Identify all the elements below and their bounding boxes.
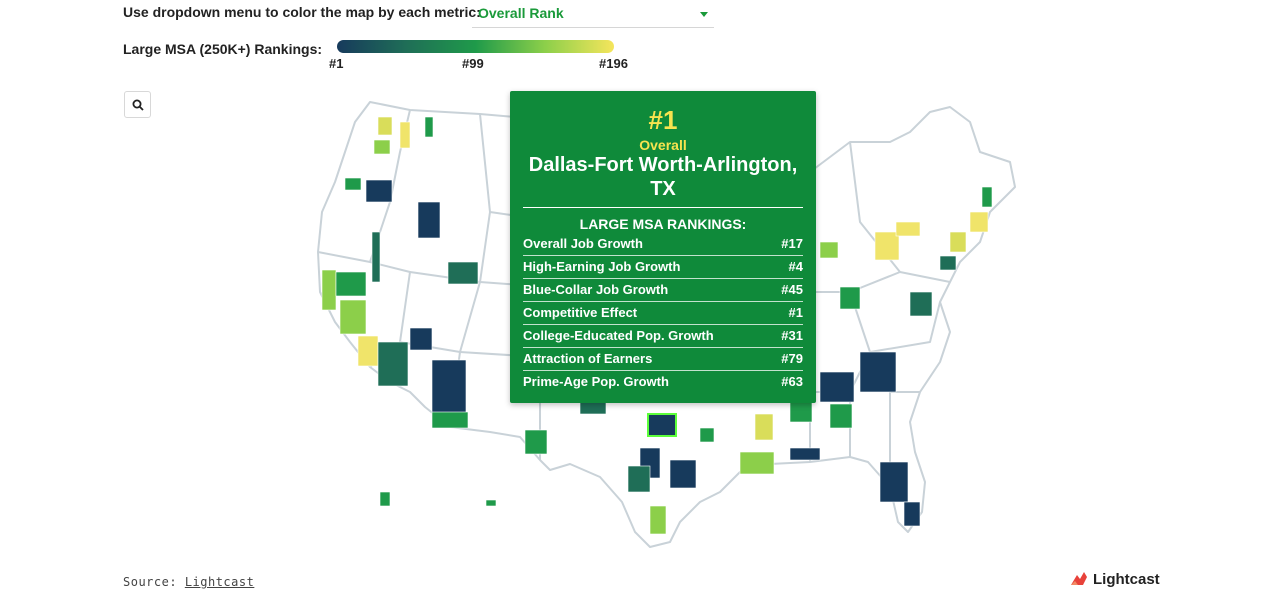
msa-region xyxy=(981,186,993,208)
tooltip-rankings-list: Overall Job Growth #17 High-Earning Job G… xyxy=(523,233,803,394)
metric-dropdown[interactable]: Overall Rank xyxy=(472,2,714,28)
msa-region xyxy=(379,491,391,507)
ranking-row: Blue-Collar Job Growth #45 xyxy=(523,279,803,302)
msa-region xyxy=(344,177,362,191)
tooltip-divider xyxy=(523,207,803,208)
msa-region xyxy=(969,211,989,233)
ranking-row: Competitive Effect #1 xyxy=(523,302,803,325)
msa-region xyxy=(739,451,775,475)
msa-region xyxy=(409,327,433,351)
tooltip-rank: #1 xyxy=(648,105,678,135)
msa-regions xyxy=(321,116,993,535)
tooltip-msa-name: Dallas-Fort Worth-Arlington, TX xyxy=(528,154,798,200)
ranking-row: Overall Job Growth #17 xyxy=(523,233,803,256)
metric-control: Use dropdown menu to color the map by ea… xyxy=(123,4,481,20)
msa-region xyxy=(789,447,821,461)
msa-region xyxy=(371,231,381,283)
source-link[interactable]: Lightcast xyxy=(184,575,255,589)
rank-legend: Large MSA (250K+) Rankings: #1 #99 #196 xyxy=(123,40,628,71)
metric-control-label: Use dropdown menu to color the map by ea… xyxy=(123,4,481,20)
msa-region xyxy=(669,459,697,489)
search-icon xyxy=(132,99,144,111)
lightcast-mark-icon xyxy=(1071,572,1087,585)
msa-tooltip: #1 Overall Dallas-Fort Worth-Arlington, … xyxy=(510,91,816,403)
msa-region xyxy=(321,269,337,311)
legend-color-scale xyxy=(337,40,614,53)
msa-region xyxy=(909,291,933,317)
msa-region xyxy=(859,351,897,393)
source-credit: Source: Lightcast xyxy=(123,575,254,589)
msa-region xyxy=(903,501,921,527)
msa-region xyxy=(524,429,548,455)
msa-region xyxy=(424,116,434,138)
chevron-down-icon xyxy=(700,12,708,17)
legend-tick-mid: #99 xyxy=(462,56,484,71)
ranking-row: High-Earning Job Growth #4 xyxy=(523,256,803,279)
msa-region xyxy=(789,401,813,423)
msa-region xyxy=(874,231,900,261)
msa-region xyxy=(819,241,839,259)
msa-region xyxy=(627,465,651,493)
msa-region xyxy=(377,341,409,387)
msa-region xyxy=(357,335,379,367)
msa-region xyxy=(829,403,853,429)
msa-region xyxy=(839,286,861,310)
legend-tick-min: #1 xyxy=(329,56,344,71)
msa-region xyxy=(895,221,921,237)
msa-region xyxy=(754,413,774,441)
msa-region xyxy=(649,505,667,535)
msa-region xyxy=(399,121,411,149)
brand-name: Lightcast xyxy=(1093,570,1160,588)
msa-region xyxy=(485,499,497,507)
source-prefix: Source: xyxy=(123,575,178,589)
msa-region xyxy=(417,201,441,239)
msa-region xyxy=(339,299,367,335)
ranking-row: College-Educated Pop. Growth #31 xyxy=(523,325,803,348)
msa-region xyxy=(377,116,393,136)
msa-region xyxy=(431,411,469,429)
lightcast-logo: Lightcast xyxy=(1069,569,1160,589)
ranking-row: Attraction of Earners #79 xyxy=(523,348,803,371)
msa-region xyxy=(949,231,967,253)
msa-region xyxy=(819,371,855,403)
msa-region xyxy=(879,461,909,503)
msa-region xyxy=(647,413,677,437)
legend-tick-max: #196 xyxy=(599,56,628,71)
msa-region xyxy=(939,255,957,271)
msa-region xyxy=(335,271,367,297)
ranking-row: Prime-Age Pop. Growth #63 xyxy=(523,374,803,389)
msa-region xyxy=(431,359,467,415)
tooltip-metric: Overall xyxy=(639,137,687,153)
msa-region xyxy=(365,179,393,203)
msa-region xyxy=(699,427,715,443)
msa-region xyxy=(447,261,479,285)
legend-label: Large MSA (250K+) Rankings: xyxy=(123,41,323,57)
msa-region xyxy=(373,139,391,155)
metric-dropdown-value: Overall Rank xyxy=(478,5,564,21)
tooltip-heading: LARGE MSA RANKINGS: xyxy=(579,216,747,232)
map-search-button[interactable] xyxy=(124,91,151,118)
